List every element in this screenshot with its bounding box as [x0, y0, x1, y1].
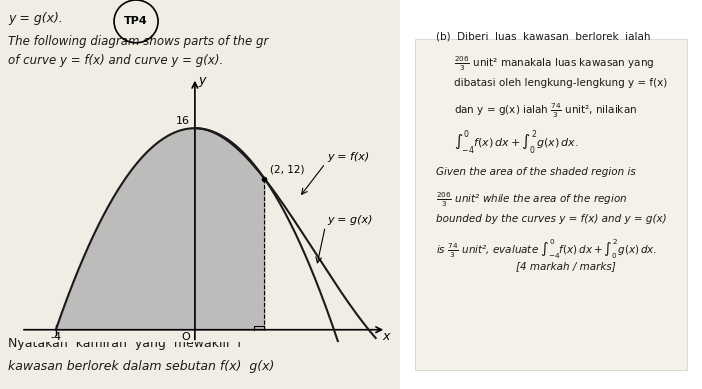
Text: -4: -4 [51, 332, 61, 342]
Text: $\int_{-4}^{0} f(x)\,dx + \int_{0}^{2} g(x)\,dx.$: $\int_{-4}^{0} f(x)\,dx + \int_{0}^{2} g… [454, 128, 579, 157]
Text: Nyatakan  kamiran  yang  mewakili  l: Nyatakan kamiran yang mewakili l [8, 337, 241, 350]
Text: TP4: TP4 [124, 16, 148, 26]
Text: y = f(x): y = f(x) [327, 152, 369, 162]
Text: $\frac{206}{3}$ unit² while the area of the region: $\frac{206}{3}$ unit² while the area of … [437, 191, 628, 209]
FancyBboxPatch shape [416, 39, 687, 370]
Text: of curve y = f(x) and curve y = g(x).: of curve y = f(x) and curve y = g(x). [8, 54, 223, 67]
Text: (b)  Diberi  luas  kawasan  berlorek  ialah: (b) Diberi luas kawasan berlorek ialah [437, 31, 651, 41]
Text: kawasan berlorek dalam sebutan f(x)  g(x): kawasan berlorek dalam sebutan f(x) g(x) [8, 361, 274, 373]
Text: dan y = g(x) ialah $\frac{74}{3}$ unit², nilaikan: dan y = g(x) ialah $\frac{74}{3}$ unit²,… [454, 101, 637, 119]
Text: dibatasi oleh lengkung-lengkung y = f(x): dibatasi oleh lengkung-lengkung y = f(x) [454, 78, 668, 88]
Text: O: O [182, 332, 190, 342]
FancyBboxPatch shape [0, 0, 400, 389]
Text: [4 markah / marks]: [4 markah / marks] [516, 261, 616, 271]
Text: $\frac{206}{3}$ unit² manakala luas kawasan yang: $\frac{206}{3}$ unit² manakala luas kawa… [454, 54, 655, 73]
Text: 16: 16 [176, 116, 190, 126]
Text: bounded by the curves y = f(x) and y = g(x): bounded by the curves y = f(x) and y = g… [437, 214, 667, 224]
Text: The following diagram shows parts of the gr: The following diagram shows parts of the… [8, 35, 268, 48]
Text: y = g(x).: y = g(x). [8, 12, 71, 25]
Text: Given the area of the shaded region is: Given the area of the shaded region is [437, 167, 636, 177]
Text: (2, 12): (2, 12) [270, 164, 304, 174]
Text: y: y [198, 74, 206, 87]
Text: y = g(x): y = g(x) [327, 215, 373, 225]
Text: is $\frac{74}{3}$ unit², evaluate $\int_{-4}^{0} f(x)\,dx + \int_{0}^{2} g(x)\,d: is $\frac{74}{3}$ unit², evaluate $\int_… [437, 237, 657, 261]
Text: x: x [383, 330, 390, 343]
